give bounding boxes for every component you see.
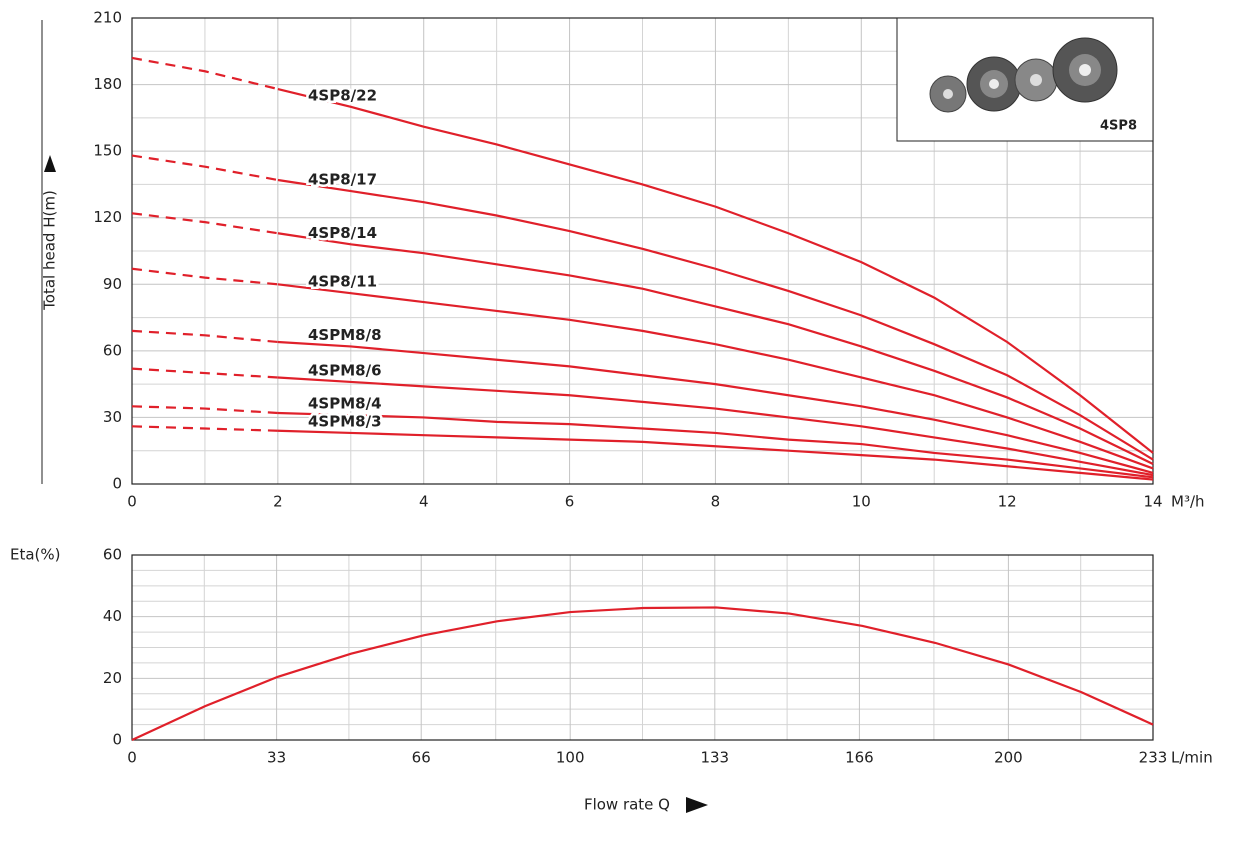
y-tick-label: 180 bbox=[93, 75, 122, 93]
line bbox=[277, 376, 1154, 477]
x-tick-label: 10 bbox=[852, 493, 871, 511]
y-tick-label: 150 bbox=[93, 142, 122, 160]
y-tick-label: 120 bbox=[93, 208, 122, 226]
dashed-line bbox=[131, 405, 278, 415]
series-label: 4SPM8/6 bbox=[308, 361, 382, 379]
y-tick-label: 0 bbox=[112, 475, 122, 493]
x-tick-label: 100 bbox=[556, 749, 585, 767]
series-label: 4SPM8/3 bbox=[308, 412, 382, 430]
x-tick-label: 200 bbox=[994, 749, 1023, 767]
x-axis-title: Flow rate Q bbox=[584, 796, 670, 814]
plot-frame bbox=[131, 17, 1154, 485]
dashed-line bbox=[131, 267, 278, 286]
x-tick-label: 8 bbox=[711, 493, 721, 511]
series-label: 4SPM8/4 bbox=[308, 395, 382, 413]
x-tick-label: 166 bbox=[845, 749, 874, 767]
line bbox=[277, 283, 1154, 470]
x-tick-label: 0 bbox=[127, 493, 137, 511]
line bbox=[277, 87, 1154, 454]
inset-label: 4SP8 bbox=[1100, 119, 1137, 134]
x-tick-label: 66 bbox=[412, 749, 431, 767]
y-tick-label: 210 bbox=[93, 9, 122, 27]
x-tick-label: 233 bbox=[1139, 749, 1168, 767]
x-unit-label: L/min bbox=[1171, 749, 1213, 767]
line bbox=[277, 178, 1154, 461]
line bbox=[277, 340, 1154, 474]
y-tick-label: 60 bbox=[103, 341, 122, 359]
y-tick-label: 20 bbox=[103, 669, 122, 687]
y-axis-title: Total head H(m) bbox=[41, 190, 59, 311]
x-unit-label: M³/h bbox=[1171, 493, 1205, 511]
x-tick-label: 0 bbox=[127, 749, 137, 767]
series-label: 4SP8/11 bbox=[308, 273, 377, 291]
dashed-line bbox=[131, 367, 278, 379]
line bbox=[131, 606, 1154, 741]
series-label: 4SPM8/8 bbox=[308, 326, 382, 344]
plot-frame bbox=[131, 554, 1154, 741]
dashed-line bbox=[131, 425, 278, 432]
y-axis-title: Eta(%) bbox=[10, 546, 61, 564]
x-tick-label: 4 bbox=[419, 493, 429, 511]
series-label: 4SP8/14 bbox=[308, 224, 377, 242]
x-tick-label: 6 bbox=[565, 493, 575, 511]
line bbox=[277, 411, 1154, 479]
dashed-line bbox=[131, 154, 279, 182]
inset: 4SP8 bbox=[896, 17, 1154, 142]
x-tick-label: 133 bbox=[700, 749, 729, 767]
y-tick-label: 60 bbox=[103, 546, 122, 564]
dashed-line bbox=[131, 212, 279, 235]
y-tick-label: 30 bbox=[103, 408, 122, 426]
x-tick-label: 2 bbox=[273, 493, 283, 511]
y-tick-label: 90 bbox=[103, 275, 122, 293]
dashed-line bbox=[131, 329, 278, 344]
series-label: 4SP8/17 bbox=[308, 171, 377, 189]
y-tick-label: 0 bbox=[112, 731, 122, 749]
axis-arrow bbox=[686, 797, 708, 813]
line bbox=[277, 429, 1154, 481]
y-tick-label: 40 bbox=[103, 607, 122, 625]
line bbox=[277, 232, 1154, 466]
x-tick-label: 12 bbox=[998, 493, 1017, 511]
impellers bbox=[929, 37, 1118, 113]
axis-arrow bbox=[44, 155, 56, 172]
series-label: 4SP8/22 bbox=[308, 86, 377, 104]
dashed-line bbox=[131, 56, 279, 91]
x-tick-label: 33 bbox=[267, 749, 286, 767]
x-tick-label: 14 bbox=[1143, 493, 1162, 511]
